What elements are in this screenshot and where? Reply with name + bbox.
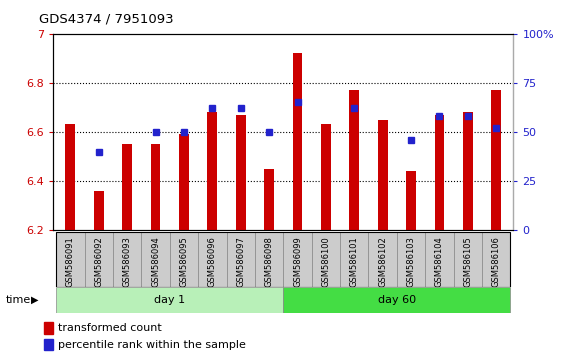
Bar	[236, 115, 246, 230]
Bar	[454, 232, 482, 287]
Text: GSM586100: GSM586100	[321, 236, 330, 287]
Bar	[264, 169, 274, 230]
Bar	[406, 171, 416, 230]
Text: GSM586095: GSM586095	[180, 236, 188, 287]
Text: GSM586092: GSM586092	[94, 236, 103, 287]
Text: GSM586098: GSM586098	[265, 236, 274, 287]
Bar	[397, 232, 425, 287]
Bar	[208, 112, 217, 230]
Text: GDS4374 / 7951093: GDS4374 / 7951093	[39, 12, 174, 25]
Text: percentile rank within the sample: percentile rank within the sample	[58, 340, 246, 350]
Bar	[292, 53, 302, 230]
Bar	[198, 232, 227, 287]
Text: GSM586094: GSM586094	[151, 236, 160, 287]
Bar	[227, 232, 255, 287]
Bar	[378, 120, 388, 230]
Bar	[44, 322, 53, 333]
Text: GSM586101: GSM586101	[350, 236, 359, 287]
Text: GSM586097: GSM586097	[236, 236, 245, 287]
Text: day 60: day 60	[378, 295, 416, 305]
Bar	[179, 134, 189, 230]
Text: day 1: day 1	[154, 295, 185, 305]
Bar	[122, 144, 132, 230]
Bar	[369, 232, 397, 287]
Bar	[56, 287, 283, 313]
Text: GSM586091: GSM586091	[66, 236, 75, 287]
Bar	[312, 232, 340, 287]
Text: time: time	[6, 295, 31, 305]
Bar	[85, 232, 113, 287]
Bar	[150, 144, 160, 230]
Bar	[435, 115, 444, 230]
Bar	[44, 339, 53, 350]
Text: GSM586099: GSM586099	[293, 236, 302, 287]
Bar	[425, 232, 454, 287]
Text: ▶: ▶	[31, 295, 39, 305]
Bar	[170, 232, 198, 287]
Text: GSM586103: GSM586103	[407, 236, 416, 287]
Bar	[482, 232, 511, 287]
Bar	[321, 125, 331, 230]
Bar	[350, 90, 359, 230]
Text: GSM586105: GSM586105	[463, 236, 472, 287]
Bar	[56, 232, 85, 287]
Bar	[113, 232, 141, 287]
Bar	[340, 232, 369, 287]
Bar	[491, 90, 501, 230]
Text: GSM586106: GSM586106	[492, 236, 501, 287]
Text: GSM586104: GSM586104	[435, 236, 444, 287]
Bar	[463, 112, 473, 230]
Text: GSM586096: GSM586096	[208, 236, 217, 287]
Text: GSM586102: GSM586102	[378, 236, 387, 287]
Text: GSM586093: GSM586093	[123, 236, 132, 287]
Bar	[66, 125, 75, 230]
Text: transformed count: transformed count	[58, 323, 162, 333]
Bar	[94, 191, 104, 230]
Bar	[255, 232, 283, 287]
Bar	[283, 232, 312, 287]
Bar	[283, 287, 511, 313]
Bar	[141, 232, 170, 287]
